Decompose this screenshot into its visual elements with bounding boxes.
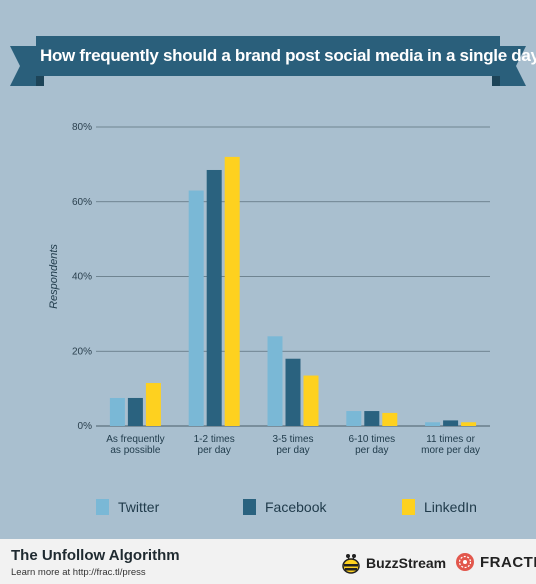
banner-right-tail	[500, 46, 526, 86]
legend-item-facebook: Facebook	[243, 499, 326, 515]
fractl-logo: FRACTL	[455, 552, 536, 572]
y-tick-label: 20%	[72, 346, 92, 357]
bar-twitter	[346, 411, 362, 426]
bar-facebook	[206, 169, 222, 426]
x-tick-label: per day	[276, 445, 309, 456]
legend-label: LinkedIn	[424, 499, 477, 515]
banner-body	[36, 36, 500, 76]
y-tick-label: 40%	[72, 272, 92, 283]
legend: Twitter Facebook LinkedIn	[0, 497, 536, 517]
buzzstream-logo: BuzzStream	[340, 552, 446, 574]
bar-linkedin	[145, 383, 161, 426]
x-tick-label: 1-2 times	[194, 434, 235, 445]
bar-twitter	[109, 397, 125, 426]
fractl-text: FRACTL	[480, 553, 536, 571]
chart-title: How frequently should a brand post socia…	[40, 46, 536, 65]
y-tick-label: 60%	[72, 197, 92, 208]
footer-title: The Unfollow Algorithm	[11, 547, 180, 564]
y-tick-label: 0%	[78, 421, 93, 432]
x-tick-label: As frequently	[106, 434, 164, 445]
banner-left-fold	[36, 74, 44, 86]
y-tick-label: 80%	[72, 122, 92, 133]
x-tick-label: per day	[198, 445, 231, 456]
banner-right-fold	[492, 74, 500, 86]
bar-facebook	[364, 411, 380, 426]
bar-linkedin	[382, 412, 398, 426]
x-tick-label: more per day	[421, 445, 480, 456]
legend-swatch	[96, 499, 109, 515]
legend-item-twitter: Twitter	[96, 499, 159, 515]
bar-linkedin	[303, 375, 319, 426]
bar-linkedin	[224, 156, 240, 426]
x-tick-label: 6-10 times	[348, 434, 395, 445]
bee-icon	[342, 554, 360, 574]
fractal-icon	[456, 553, 474, 571]
bar-facebook	[443, 420, 459, 426]
legend-label: Twitter	[118, 499, 160, 515]
bar-twitter	[267, 336, 283, 426]
footer-subtitle: Learn more at http://frac.tl/press	[11, 567, 146, 578]
y-axis-label: Respondents	[48, 244, 60, 309]
bar-chart: 0% 20% 40% 60% 80% Respondents As frequentlyas…	[48, 122, 490, 456]
banner-left-tail	[10, 46, 36, 86]
x-tick-label: as possible	[110, 445, 160, 456]
bar-facebook	[285, 358, 301, 426]
footer: The Unfollow Algorithm Learn more at htt…	[0, 539, 536, 584]
bar-linkedin	[461, 422, 477, 426]
legend-swatch	[243, 499, 256, 515]
bar-twitter	[425, 422, 441, 426]
x-tick-label: 3-5 times	[272, 434, 313, 445]
title-banner	[10, 36, 526, 86]
buzzstream-text: BuzzStream	[366, 555, 447, 571]
bar-twitter	[188, 190, 204, 426]
legend-item-linkedin: LinkedIn	[402, 499, 477, 515]
bar-facebook	[127, 397, 143, 426]
x-tick-label: per day	[355, 445, 388, 456]
legend-label: Facebook	[265, 499, 327, 515]
x-tick-label: 11 times or	[426, 434, 475, 445]
legend-swatch	[402, 499, 415, 515]
